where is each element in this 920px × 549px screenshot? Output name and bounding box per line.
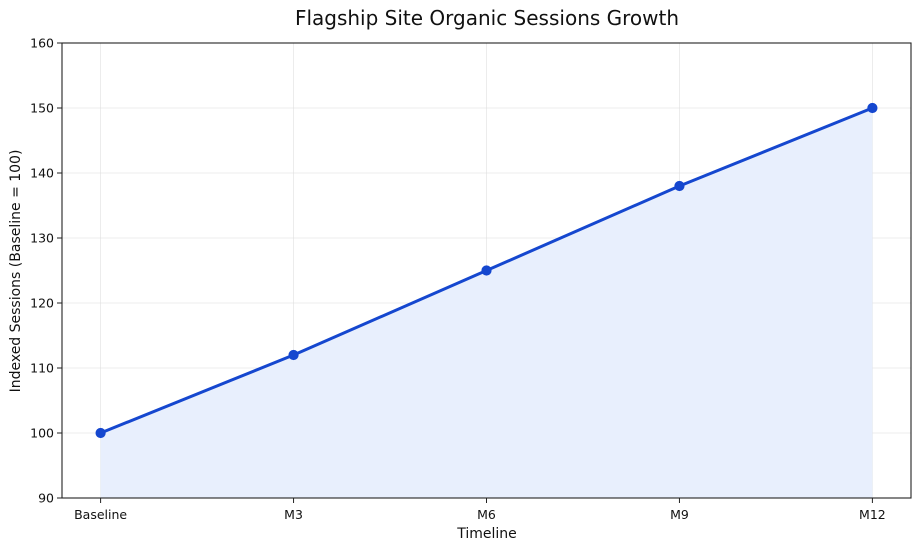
data-point (481, 265, 492, 276)
x-tick-label: M3 (284, 507, 303, 522)
y-tick-label: 100 (30, 426, 54, 441)
y-tick-label: 110 (30, 361, 54, 376)
data-point (288, 349, 299, 361)
x-axis-label: Timeline (456, 526, 517, 542)
area-layer (100, 108, 873, 498)
chart-title: Flagship Site Organic Sessions Growth (295, 6, 679, 30)
data-point (674, 180, 685, 192)
plot-frame (61, 42, 912, 499)
x-tick-label: M12 (859, 507, 886, 522)
y-tick-label: 130 (30, 231, 54, 246)
x-tick-label: M9 (670, 507, 689, 522)
data-point (95, 427, 106, 439)
y-tick-label: 150 (30, 101, 54, 116)
point-layer (95, 102, 878, 439)
y-tick-label: 120 (30, 296, 54, 311)
x-tick-label: Baseline (74, 507, 127, 522)
y-tick-label: 90 (38, 491, 54, 506)
axis-layer: Baseline M3 M6 M9 M12 90 100 110 120 130 140 150 160 (30, 36, 886, 523)
series-area (100, 108, 873, 498)
y-axis-label: Indexed Sessions (Baseline = 100) (8, 150, 24, 393)
x-tick-label: M6 (477, 507, 496, 522)
y-tick-label: 140 (30, 166, 54, 181)
data-point (867, 102, 878, 114)
y-tick-label: 160 (30, 36, 54, 51)
